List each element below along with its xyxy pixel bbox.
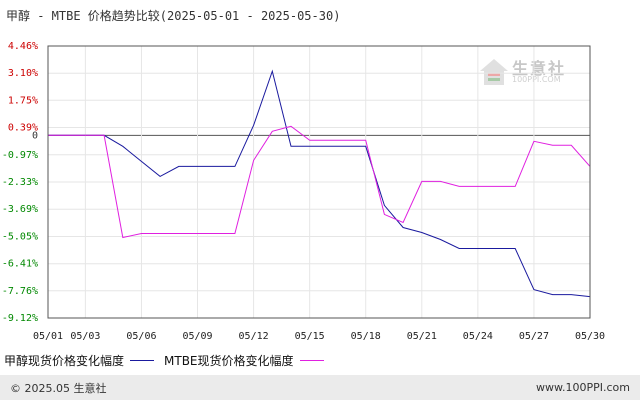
y-tick-label: -5.05% xyxy=(2,231,38,242)
x-tick-label: 05/30 xyxy=(575,331,605,342)
series-line-1 xyxy=(48,69,591,298)
footer-bar: © 2025.05 生意社 www.100PPI.com xyxy=(0,375,640,400)
y-tick-label: 0 xyxy=(32,130,38,141)
legend-item-series-1: 甲醇现货价格变化幅度 xyxy=(4,352,155,369)
chart-grid xyxy=(47,45,591,319)
y-tick-label: -6.41% xyxy=(2,259,38,270)
y-tick-label: -0.97% xyxy=(2,150,38,161)
watermark-url: 100PPI.COM xyxy=(512,75,561,84)
x-tick-label: 05/06 xyxy=(126,331,156,342)
y-tick-label: -3.69% xyxy=(2,204,38,215)
x-tick-label: 05/12 xyxy=(239,331,269,342)
x-tick-label: 05/27 xyxy=(519,331,549,342)
y-tick-label: 0.39% xyxy=(8,123,38,134)
x-tick-label: 05/24 xyxy=(463,331,493,342)
y-tick-label: 3.10% xyxy=(8,68,38,79)
legend-swatch-series-1 xyxy=(130,360,155,361)
legend-item-series-2: MTBE现货价格变化幅度 xyxy=(164,352,324,369)
house-logo-icon xyxy=(480,59,508,85)
footer-site-link[interactable]: www.100PPI.com xyxy=(536,381,630,394)
y-tick-label: 1.75% xyxy=(8,95,38,106)
line-chart: 4.46% 3.10% 1.75% 0.39%0 -0.97% -2.33% -3.69% -… xyxy=(2,41,605,342)
series-line-2 xyxy=(48,125,591,239)
x-tick-label: 05/03 xyxy=(70,331,100,342)
x-axis-ticks: 05/01 05/03 05/06 05/09 05/12 05/15 05/18 05/21… xyxy=(33,331,605,342)
y-tick-label: 4.46% xyxy=(8,41,38,52)
legend-swatch-series-2 xyxy=(299,360,324,361)
x-tick-label: 05/01 xyxy=(33,331,63,342)
plot-frame xyxy=(47,45,591,319)
x-tick-label: 05/18 xyxy=(351,331,381,342)
y-tick-label: -7.76% xyxy=(2,286,38,297)
series-lines xyxy=(48,69,591,298)
x-tick-label: 05/15 xyxy=(295,331,325,342)
y-tick-label: -9.12% xyxy=(2,313,38,324)
x-tick-label: 05/21 xyxy=(407,331,437,342)
y-tick-label: -2.33% xyxy=(2,177,38,188)
legend-label-series-2: MTBE现货价格变化幅度 xyxy=(164,354,294,368)
chart-title: 甲醇 - MTBE 价格趋势比较(2025-05-01 - 2025-05-30… xyxy=(6,9,341,23)
legend-label-series-1: 甲醇现货价格变化幅度 xyxy=(4,354,125,368)
y-axis-ticks: 4.46% 3.10% 1.75% 0.39%0 -0.97% -2.33% -3.69% -… xyxy=(2,41,38,324)
footer-copyright: © 2025.05 生意社 xyxy=(10,381,107,395)
legend: 甲醇现货价格变化幅度 MTBE现货价格变化幅度 xyxy=(4,352,334,369)
x-tick-label: 05/09 xyxy=(182,331,212,342)
